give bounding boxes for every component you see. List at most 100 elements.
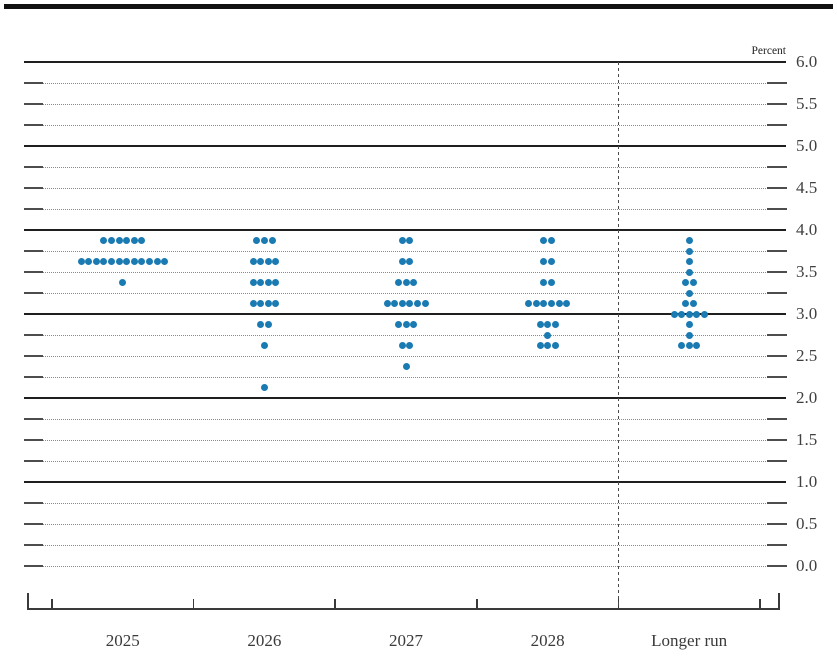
dot-2026-2.875 (264, 321, 272, 328)
ytick-label-2.5: 2.5 (796, 346, 818, 365)
gridline-left-dash-2.5 (24, 355, 43, 357)
gridline-right-dash-2.75 (767, 334, 787, 336)
ytick-label-2.0: 2.0 (796, 388, 818, 407)
dot-2025-3.625 (107, 258, 115, 265)
gridline-right-dash-3.25 (767, 292, 787, 294)
dot-2028-3.125 (563, 300, 571, 307)
dot-2026-3.125 (257, 300, 265, 307)
dot-2026-3.375 (257, 279, 265, 286)
gridline-dotted-1.5 (24, 440, 786, 441)
dot-2025-3.875 (123, 237, 131, 244)
ytick-label-0.0: 0.0 (796, 556, 818, 575)
dot-2026-3.125 (264, 300, 272, 307)
dot-2028-3.375 (547, 279, 555, 286)
dot-2026-3.375 (272, 279, 280, 286)
dot-2025-3.375 (119, 279, 127, 286)
dot-2025-3.625 (115, 258, 123, 265)
gridline-left-dash-3.25 (24, 292, 43, 294)
dot-2027-3.375 (402, 279, 410, 286)
x-axis-tick-5 (759, 599, 761, 608)
dot-2027-2.375 (402, 363, 410, 370)
dot-Longer-run-3.25 (685, 289, 693, 297)
x-axis-label-2025: 2025 (105, 631, 140, 650)
top-rule (4, 4, 833, 9)
dot-Longer-run-2.625 (685, 342, 693, 349)
gridline-right-dash-0.75 (767, 502, 787, 504)
dot-2025-3.875 (130, 237, 138, 244)
dot-2026-3.125 (272, 300, 280, 307)
dot-2025-3.625 (138, 258, 146, 265)
gridline-dotted-0.75 (24, 503, 786, 504)
gridline-left-dash-1.25 (24, 460, 43, 462)
dot-Longer-run-2.75 (685, 331, 693, 339)
ytick-label-0.5: 0.5 (796, 514, 818, 533)
dot-2028-3.125 (532, 300, 540, 307)
x-axis-label-2027: 2027 (389, 631, 423, 650)
ytick-label-5.0: 5.0 (796, 136, 818, 155)
dot-2028-3.625 (547, 258, 555, 265)
ytick-label-4.5: 4.5 (796, 178, 818, 197)
gridline-right-dash-4.25 (767, 208, 787, 210)
dot-2027-3.625 (398, 258, 406, 265)
dot-2028-3.875 (540, 237, 548, 244)
gridline-left-dash-1.5 (24, 439, 43, 441)
dot-2027-2.875 (410, 321, 418, 328)
dot-2025-3.875 (115, 237, 123, 244)
gridline-dotted-2.75 (24, 335, 786, 336)
dot-Longer-run-3 (685, 310, 693, 318)
gridline-dotted-1.75 (24, 419, 786, 420)
dot-Longer-run-3.75 (685, 247, 693, 255)
gridline-dotted-5.75 (24, 83, 786, 84)
dot-2027-2.875 (402, 321, 410, 328)
gridline-right-dash-1.5 (767, 439, 787, 441)
dot-2028-3.125 (540, 300, 548, 307)
dot-2026-3.375 (249, 279, 257, 286)
dot-2026-2.875 (257, 321, 265, 328)
gridline-right-dash-5.25 (767, 124, 787, 126)
ytick-label-3.5: 3.5 (796, 262, 818, 281)
gridline-right-dash-0.5 (767, 523, 787, 525)
dot-2025-3.875 (138, 237, 146, 244)
dot-2026-3.875 (253, 237, 261, 244)
gridline-left-dash-4.75 (24, 166, 43, 168)
dot-2028-3.875 (547, 237, 555, 244)
dot-Longer-run-3.875 (685, 237, 693, 244)
dot-2028-2.625 (551, 342, 559, 349)
dot-2025-3.625 (153, 258, 161, 265)
gridline-left-dash-5.5 (24, 103, 43, 105)
dot-2028-2.625 (536, 342, 544, 349)
gridline-right-dash-4.5 (767, 187, 787, 189)
x-axis-tick-1 (192, 599, 195, 608)
gridline-solid-5 (24, 145, 786, 147)
gridline-left-dash-1.75 (24, 418, 43, 420)
dot-2026-2.125 (260, 384, 268, 391)
dot-2028-3.125 (555, 300, 563, 307)
gridline-dotted-3.5 (24, 272, 786, 273)
dot-2025-3.625 (123, 258, 131, 265)
dot-2025-3.625 (85, 258, 93, 265)
dot-2026-3.125 (249, 300, 257, 307)
dot-2026-3.375 (264, 279, 272, 286)
gridline-dotted-4.5 (24, 188, 786, 189)
gridline-left-dash-0.25 (24, 544, 43, 546)
dot-2028-2.875 (544, 321, 552, 328)
gridline-right-dash-4.75 (767, 166, 787, 168)
dot-2028-3.375 (540, 279, 548, 286)
dot-2027-3.125 (421, 300, 429, 307)
gridline-dotted-4.25 (24, 209, 786, 210)
x-axis-tick-3 (476, 599, 478, 608)
dot-2028-2.875 (551, 321, 559, 328)
dot-2025-3.625 (92, 258, 100, 265)
gridline-dotted-0.25 (24, 545, 786, 546)
ytick-label-6.0: 6.0 (796, 52, 818, 71)
dot-2027-3.375 (410, 279, 418, 286)
y-axis-unit-label: Percent (751, 45, 786, 57)
gridline-right-dash-5.75 (767, 82, 787, 84)
dot-2025-3.625 (161, 258, 169, 265)
gridline-dotted-5.25 (24, 125, 786, 126)
dot-Longer-run-3.5 (685, 268, 693, 276)
gridline-left-dash-3.75 (24, 250, 43, 252)
dot-2025-3.875 (107, 237, 115, 244)
